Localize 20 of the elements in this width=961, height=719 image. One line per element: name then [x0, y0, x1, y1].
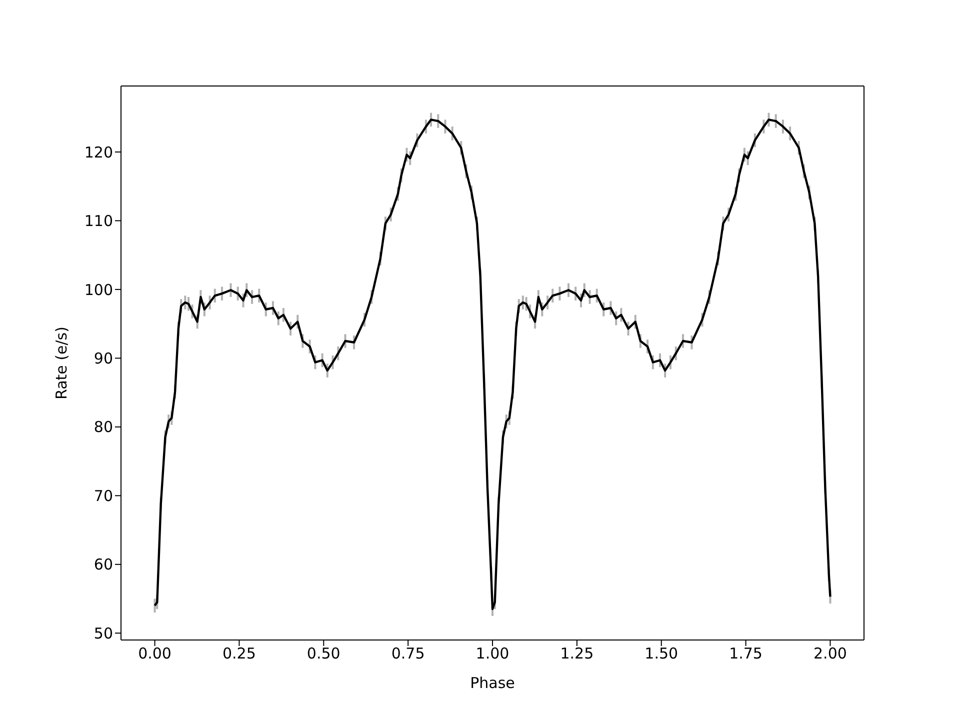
line-series — [154, 118, 832, 610]
y-tick-label: 80 — [94, 418, 113, 436]
x-tick-label: 1.50 — [644, 644, 678, 663]
x-tick-label: 0.75 — [391, 644, 425, 663]
x-tick-label: 1.75 — [729, 644, 762, 663]
y-tick-label: 90 — [94, 350, 113, 368]
x-tick-label: 0.50 — [306, 644, 340, 663]
y-axis-title: Rate (e/s) — [52, 326, 70, 400]
y-tick-label: 100 — [84, 280, 113, 299]
y-tick-label: 110 — [84, 212, 113, 230]
x-tick-label: 2.00 — [814, 644, 847, 663]
y-tick-label: 120 — [84, 143, 113, 162]
x-tick-label: 1.25 — [560, 644, 594, 663]
x-tick-label: 0.25 — [222, 644, 256, 663]
x-tick-label: 0.00 — [138, 644, 172, 663]
x-axis-title: Phase — [470, 674, 515, 692]
y-tick-label: 60 — [94, 556, 113, 574]
y-tick-label: 50 — [94, 624, 113, 642]
x-tick-label: 1.00 — [476, 644, 510, 663]
y-tick-label: 70 — [94, 486, 113, 505]
